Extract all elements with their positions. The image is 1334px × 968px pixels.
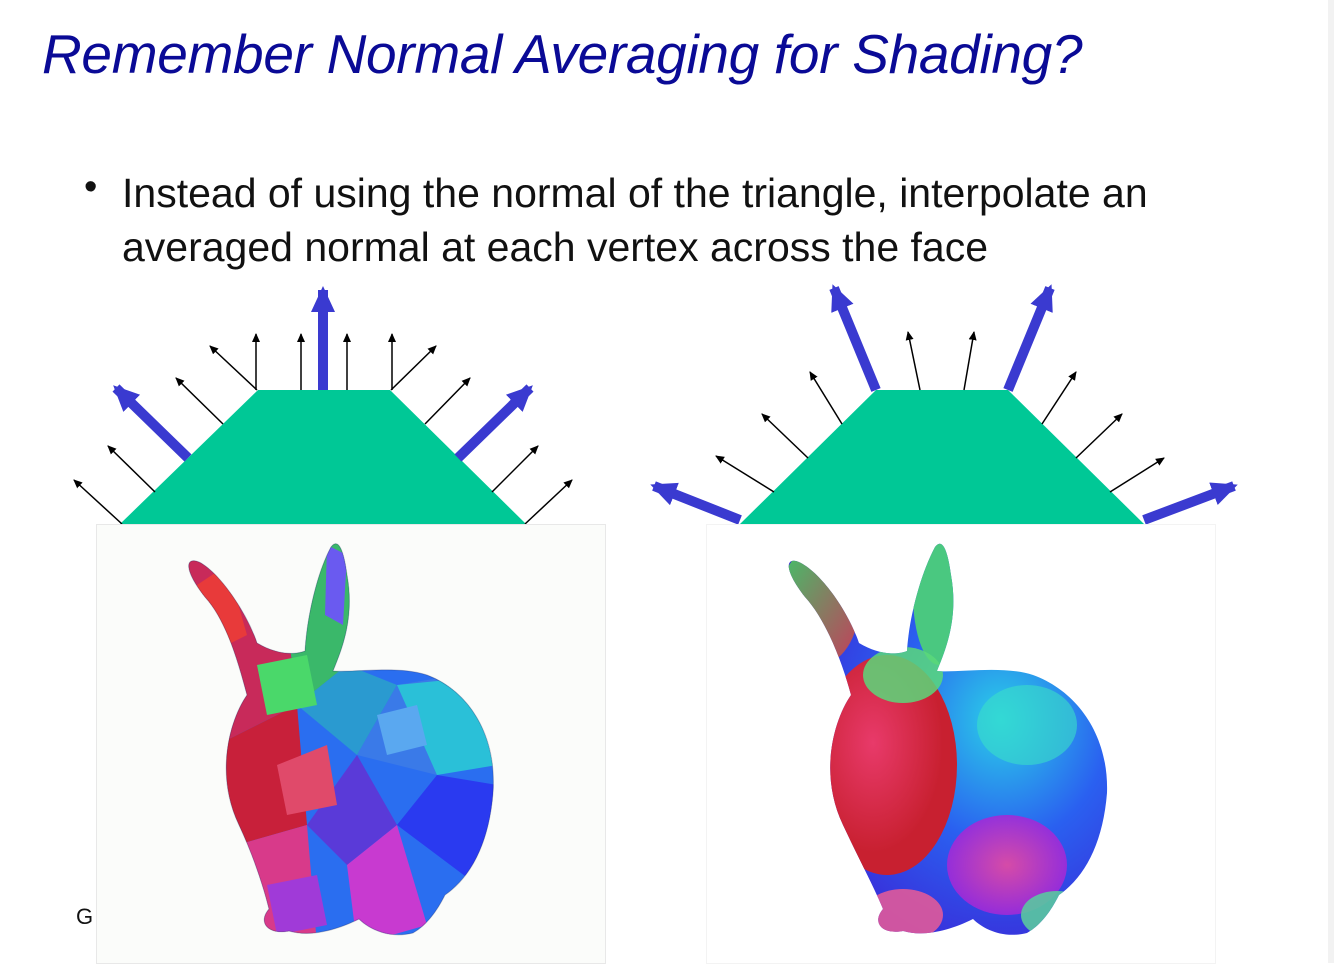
normal-arrow xyxy=(424,377,471,425)
normal-arrow xyxy=(73,479,123,525)
bullet-text: Instead of using the normal of the trian… xyxy=(122,170,1148,270)
normal-arrow xyxy=(1041,371,1077,425)
normal-arrow xyxy=(491,445,539,493)
normal-arrow-bold xyxy=(650,481,742,525)
bunny-smooth-image xyxy=(788,543,1108,935)
normal-arrow-bold xyxy=(112,384,192,462)
bunny-flat-image xyxy=(188,543,494,936)
normal-arrow xyxy=(905,331,921,391)
face-trapezoid xyxy=(740,390,1144,524)
normal-arrow xyxy=(761,413,809,459)
normal-arrow xyxy=(175,377,224,425)
normal-arrow-bold xyxy=(1142,481,1238,525)
normal-arrow xyxy=(107,445,156,493)
normal-arrow xyxy=(1075,413,1123,459)
normal-arrow xyxy=(1109,457,1165,493)
footer-text-fragment: G xyxy=(76,904,94,929)
normal-arrow xyxy=(524,479,573,525)
normal-arrow xyxy=(209,345,258,391)
smooth-shaded-bunny-render xyxy=(706,524,1216,964)
slide-title: Remember Normal Averaging for Shading? xyxy=(42,23,1083,85)
diagram-face-normals xyxy=(73,286,573,525)
bullet-dot: • xyxy=(84,166,98,208)
slide-edge xyxy=(1328,0,1334,963)
normal-arrow-bold xyxy=(454,384,534,462)
flat-shaded-bunny-render xyxy=(96,524,606,964)
normal-arrow xyxy=(715,455,775,493)
normal-arrow xyxy=(809,371,843,425)
diagram-averaged-normals xyxy=(650,284,1238,525)
normal-arrow xyxy=(390,345,437,391)
face-trapezoid xyxy=(120,390,526,524)
normal-arrow xyxy=(963,331,977,391)
normal-arrow-bold xyxy=(829,284,881,392)
normal-arrow-bold xyxy=(1003,284,1055,392)
